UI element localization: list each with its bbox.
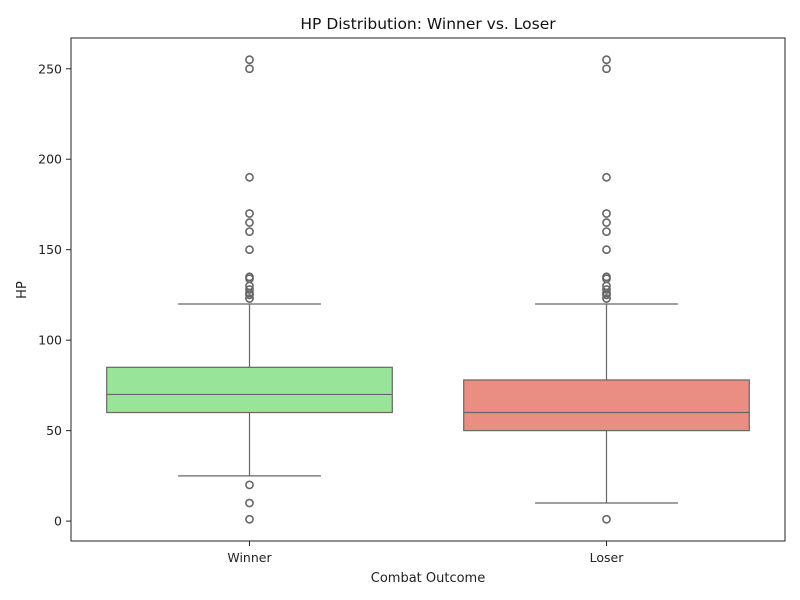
outlier-point [602,285,611,294]
y-tick-label: 50 [46,423,62,438]
outlier-point [245,172,254,182]
outlier-point [602,272,611,282]
outlier-point [245,480,254,490]
chart-title: HP Distribution: Winner vs. Loser [300,15,556,33]
outlier-point [245,285,254,294]
y-tick-label: 100 [38,333,62,348]
outlier-point [245,272,254,282]
y-axis: 0 50 100 150 200 250 [38,61,71,529]
plot-frame [70,37,786,542]
outlier-point [245,514,254,524]
outlier-point [602,55,611,65]
x-axis-label: Combat Outcome [371,571,485,586]
iqr-box [106,366,393,414]
outlier-point [245,245,254,255]
outlier-point [602,218,611,227]
y-tick-label: 250 [38,61,62,76]
x-axis: Winner Loser [227,541,624,565]
y-tick-label: 150 [38,242,62,257]
outlier-point [245,218,254,227]
box-group-loser [463,55,750,524]
outlier-point [602,209,611,218]
outlier-point [602,514,611,524]
y-tick-label: 0 [54,514,62,529]
plot-area [106,55,750,524]
outlier-point [602,294,611,303]
outlier-point [245,55,254,65]
x-tick-label: Loser [590,550,625,565]
box-group-winner [106,55,393,524]
outlier-point [602,245,611,255]
y-tick-label: 200 [38,152,62,167]
outlier-point [245,209,254,218]
outlier-point [245,64,254,74]
x-tick-label: Winner [227,550,272,565]
outlier-point [602,227,611,237]
outlier-point [245,227,254,237]
outlier-point [245,294,254,303]
outlier-point [602,172,611,182]
y-axis-label: HP [15,281,30,299]
iqr-box [463,379,750,432]
outlier-point [602,64,611,74]
outlier-point [245,498,254,508]
